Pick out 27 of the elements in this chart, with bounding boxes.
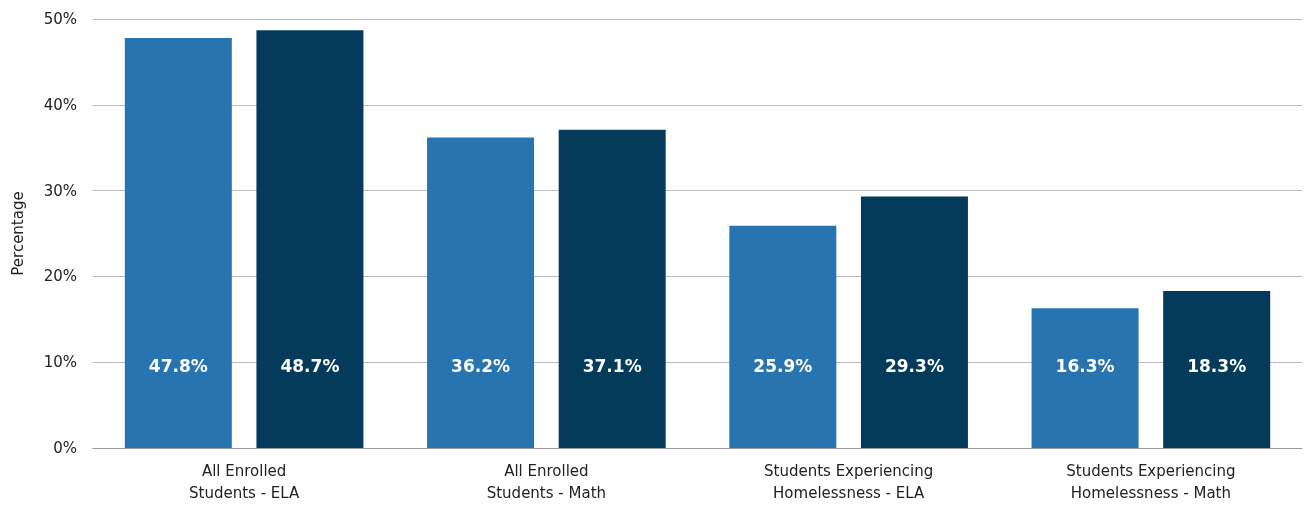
x-tick-label: All Enrolled Students - Math [486, 462, 607, 502]
bar [256, 30, 364, 448]
x-tick-label: All Enrolled Students - ELA [188, 462, 300, 502]
data-label: 29.3% [884, 355, 944, 376]
bar [558, 129, 666, 448]
bar [1163, 290, 1271, 448]
bar [860, 196, 968, 448]
bar [729, 225, 837, 448]
data-label: 16.3% [1055, 355, 1115, 376]
data-label: 37.1% [582, 355, 642, 376]
bar [124, 37, 232, 448]
bar [427, 137, 535, 448]
data-label: 25.9% [753, 355, 813, 376]
y-tick-label: 20% [43, 267, 77, 286]
x-tick-label: Students Experiencing Homelessness - Math [1066, 462, 1236, 502]
data-label: 18.3% [1187, 355, 1247, 376]
y-tick-label: 50% [43, 10, 77, 28]
x-tick-label: Students Experiencing Homelessness - ELA [764, 462, 934, 502]
y-tick-label: 0% [53, 439, 77, 457]
y-tick-label: 40% [43, 95, 77, 114]
data-label: 36.2% [451, 355, 511, 376]
y-tick-label: 10% [43, 353, 77, 372]
y-axis-title: Percentage [8, 191, 27, 276]
data-label: 48.7% [280, 355, 340, 376]
data-label: 47.8% [148, 355, 208, 376]
bar [1031, 308, 1139, 448]
y-tick-label: 30% [43, 181, 77, 200]
